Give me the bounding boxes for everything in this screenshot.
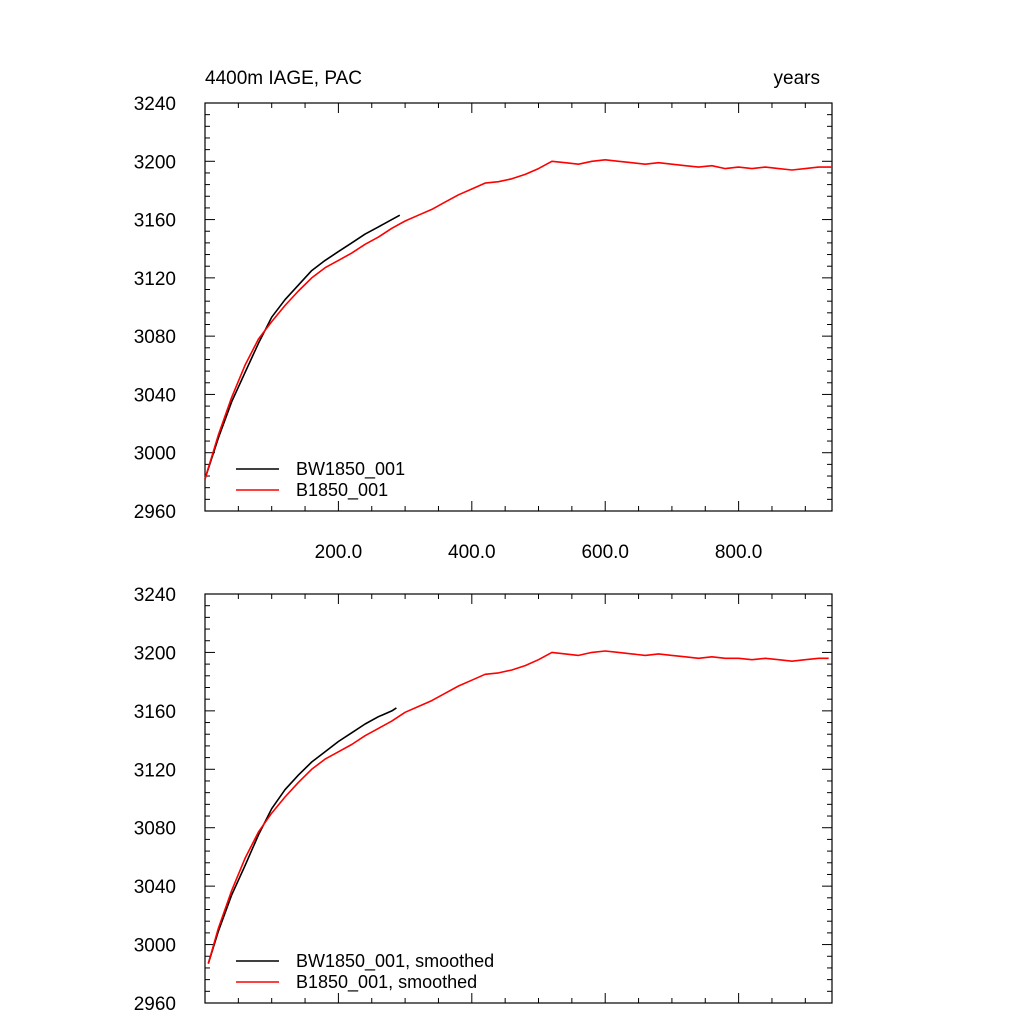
y-tick-label: 3160 bbox=[134, 211, 176, 232]
x-tick-label: 400.0 bbox=[448, 542, 496, 563]
y-tick-label: 3200 bbox=[134, 152, 176, 173]
legend-label: B1850_001 bbox=[296, 480, 388, 501]
series-line-0 bbox=[207, 707, 397, 964]
y-tick-label: 3040 bbox=[134, 385, 176, 406]
y-tick-label: 3000 bbox=[134, 444, 176, 465]
bottom-panel: 2960 3000 3040 3080 3120 3160 3200 3240 BW1850_0… bbox=[134, 585, 833, 1015]
x-tick-label: 800.0 bbox=[715, 542, 763, 563]
y-tick-label: 3200 bbox=[134, 643, 176, 664]
y-tick-label: 3240 bbox=[134, 94, 176, 115]
y-tick-label: 3120 bbox=[134, 269, 176, 290]
top-panel-units: years bbox=[774, 68, 820, 89]
y-tick-label: 2960 bbox=[134, 502, 176, 523]
y-tick-label: 3000 bbox=[134, 936, 176, 957]
y-tick-label: 3160 bbox=[134, 702, 176, 723]
y-tick-label: 3080 bbox=[134, 819, 176, 840]
series-line-0 bbox=[204, 214, 401, 480]
legend-label: B1850_001, smoothed bbox=[296, 972, 477, 993]
y-tick-label: 2960 bbox=[134, 994, 176, 1015]
series-line-1 bbox=[207, 650, 829, 964]
series-line-1 bbox=[204, 159, 832, 480]
y-tick-label: 3040 bbox=[134, 877, 176, 898]
plot-frame bbox=[204, 593, 833, 1004]
top-panel-title: 4400m IAGE, PAC bbox=[205, 68, 362, 89]
legend-label: BW1850_001, smoothed bbox=[296, 951, 494, 972]
y-tick-label: 3240 bbox=[134, 585, 176, 606]
legend-label: BW1850_001 bbox=[296, 459, 405, 480]
top-panel: 4400m IAGE, PAC years 2960 3000 3040 3080 31… bbox=[134, 68, 833, 563]
x-tick-label: 600.0 bbox=[581, 542, 629, 563]
plot-frame bbox=[204, 102, 833, 512]
y-tick-label: 3120 bbox=[134, 760, 176, 781]
x-tick-label: 200.0 bbox=[315, 542, 363, 563]
y-tick-label: 3080 bbox=[134, 327, 176, 348]
